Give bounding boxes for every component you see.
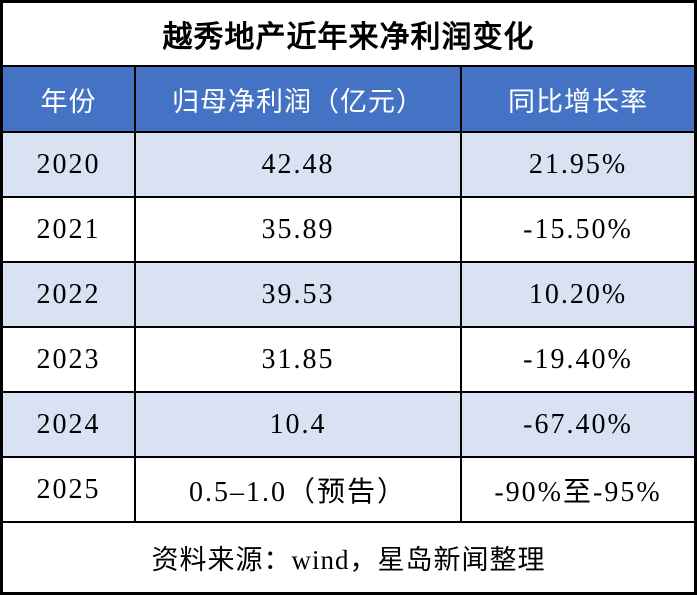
header-year: 年份 xyxy=(40,86,97,117)
cell-net-profit: 39.53 xyxy=(134,263,460,326)
table-source-row: 资料来源：wind，星岛新闻整理 xyxy=(3,521,694,592)
cell-year: 2022 xyxy=(36,278,101,310)
cell-net-profit: 0.5–1.0（预告） xyxy=(134,458,460,521)
table-row-2020: 2020 42.48 21.95% xyxy=(3,131,694,196)
cell-year: 2020 xyxy=(36,148,101,180)
table-title-row: 越秀地产近年来净利润变化 xyxy=(3,3,694,65)
table-row-2023: 2023 31.85 -19.40% xyxy=(3,326,694,391)
cell-yoy-growth: -15.50% xyxy=(460,198,694,261)
cell-year: 2023 xyxy=(36,343,101,375)
cell-net-profit: 31.85 xyxy=(134,328,460,391)
cell-yoy-growth: -19.40% xyxy=(460,328,694,391)
table-title: 越秀地产近年来净利润变化 xyxy=(162,21,535,54)
cell-year: 2025 xyxy=(36,473,101,505)
cell-yoy-growth: 10.20% xyxy=(460,263,694,326)
table-header-row: 年份 归母净利润（亿元） 同比增长率 xyxy=(3,65,694,131)
table-row-2022: 2022 39.53 10.20% xyxy=(3,261,694,326)
cell-year: 2021 xyxy=(36,213,101,245)
cell-net-profit: 42.48 xyxy=(134,133,460,196)
cell-net-profit: 35.89 xyxy=(134,198,460,261)
table-row-2021: 2021 35.89 -15.50% xyxy=(3,196,694,261)
table-row-2024: 2024 10.4 -67.40% xyxy=(3,391,694,456)
cell-yoy-growth: 21.95% xyxy=(460,133,694,196)
cell-yoy-growth: -67.40% xyxy=(460,393,694,456)
source-note: 资料来源：wind，星岛新闻整理 xyxy=(151,545,546,575)
cell-year: 2024 xyxy=(36,408,101,440)
header-net-profit: 归母净利润（亿元） xyxy=(134,67,460,131)
table-row-2025: 2025 0.5–1.0（预告） -90%至-95% xyxy=(3,456,694,521)
header-yoy-growth: 同比增长率 xyxy=(460,67,694,131)
cell-net-profit: 10.4 xyxy=(134,393,460,456)
cell-yoy-growth: -90%至-95% xyxy=(460,458,694,521)
